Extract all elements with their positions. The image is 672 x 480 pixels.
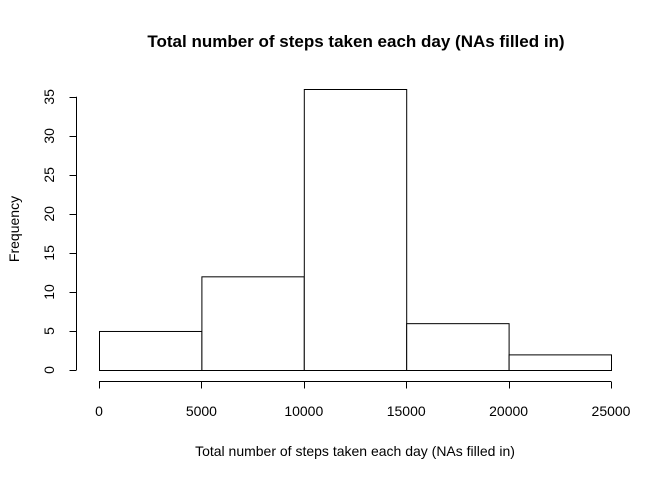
y-tick-label-6: 30: [41, 128, 57, 144]
x-axis-label: Total number of steps taken each day (NA…: [195, 443, 515, 459]
histogram-bar-2: [303, 89, 408, 371]
x-axis: 0 5000 10000 15000 20000 25000: [95, 381, 631, 419]
y-tick-label-0: 0: [41, 366, 57, 374]
histogram-bar-0: [99, 330, 203, 372]
y-tick-label-3: 15: [41, 245, 57, 261]
x-tick-label-3: 15000: [387, 403, 426, 419]
y-tick-label-5: 25: [41, 167, 57, 183]
x-tick-label-2: 10000: [284, 403, 323, 419]
y-axis-label: Frequency: [6, 196, 22, 262]
histogram-bars: [99, 89, 613, 372]
x-tick-label-5: 25000: [592, 403, 631, 419]
chart-title: Total number of steps taken each day (NA…: [147, 32, 564, 51]
y-tick-label-4: 20: [41, 206, 57, 222]
histogram-bar-1: [201, 276, 305, 372]
histogram-bar-4: [508, 354, 613, 371]
y-axis: 0 5 10 15 20 25 30 35: [41, 89, 77, 374]
x-tick-label-0: 0: [95, 403, 103, 419]
y-tick-label-7: 35: [41, 89, 57, 105]
x-tick-label-4: 20000: [489, 403, 528, 419]
y-tick-label-1: 5: [41, 327, 57, 335]
x-tick-label-1: 5000: [186, 403, 217, 419]
histogram-bar-3: [406, 323, 510, 371]
y-tick-label-2: 10: [41, 284, 57, 300]
